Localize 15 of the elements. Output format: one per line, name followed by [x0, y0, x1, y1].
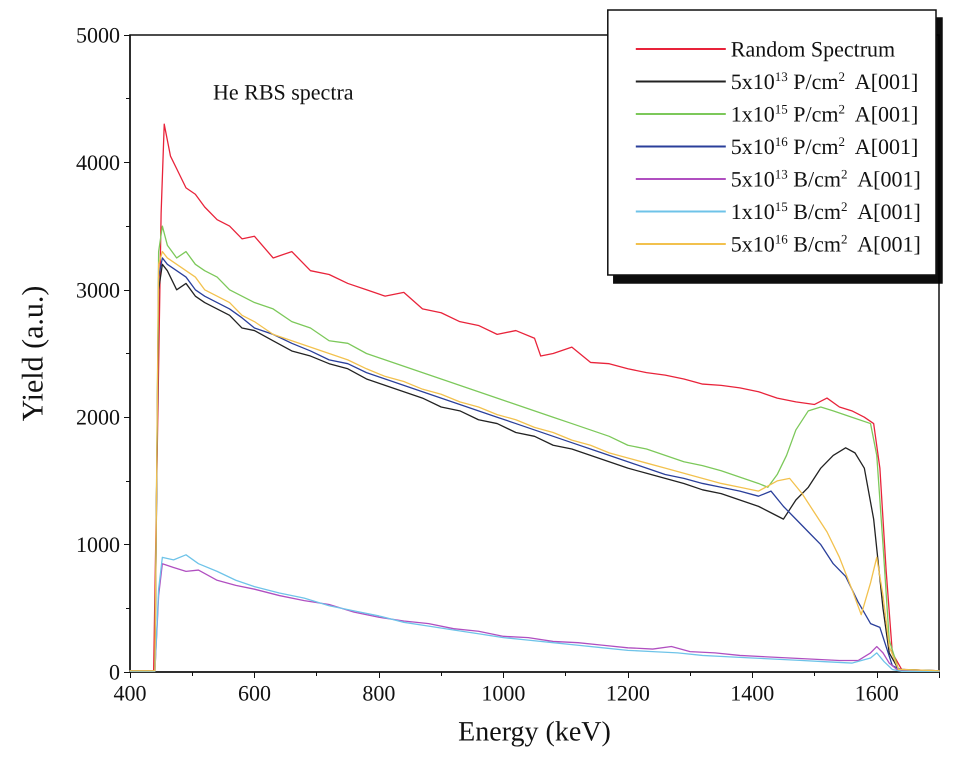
y-tick-label: 1000	[76, 532, 120, 558]
x-tick-label: 800	[362, 680, 396, 706]
y-axis-title: Yield (a.u.)	[16, 286, 50, 422]
x-tick-label: 600	[238, 680, 271, 706]
x-tick-label: 1200	[606, 680, 650, 706]
text: He RBS spectra	[213, 80, 354, 104]
x-tick-label: 1000	[481, 680, 526, 706]
y-tick-label: 2000	[76, 404, 120, 430]
y-tick-label: 5000	[76, 22, 120, 48]
legend-label: Random Spectrum	[730, 36, 896, 62]
x-tick-label: 1400	[730, 680, 774, 706]
y-tick-label: 3000	[76, 277, 120, 302]
y-tick-label: 4000	[76, 150, 120, 175]
x-axis-title: Energy (keV)	[458, 716, 611, 748]
x-tick-label: 1600	[854, 680, 899, 706]
